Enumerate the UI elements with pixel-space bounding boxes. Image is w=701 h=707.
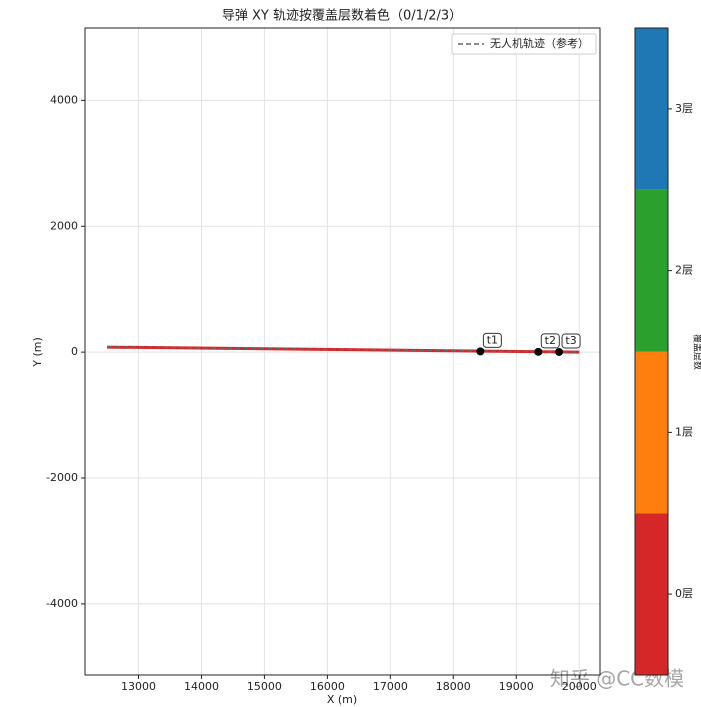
- annotation-box: [540, 333, 560, 349]
- colorbar-segment: [635, 351, 668, 514]
- x-tick-label: 15000: [247, 680, 282, 693]
- x-tick-label: 18000: [436, 680, 471, 693]
- time-point: [534, 347, 543, 356]
- colorbar-tick-label: 3层: [675, 102, 693, 115]
- y-tick-label: -2000: [46, 471, 78, 484]
- colorbar-tick-label: 2层: [675, 264, 693, 277]
- x-tick-label: 13000: [121, 680, 156, 693]
- annotation-box: [561, 333, 581, 349]
- legend-box: [451, 33, 597, 55]
- annotation: t1: [487, 333, 498, 346]
- annotation: t3: [565, 334, 576, 347]
- annotation: t2: [545, 334, 556, 347]
- x-axis-label: X (m): [327, 693, 357, 706]
- y-tick-label: 4000: [50, 93, 78, 106]
- y-tick-label: 0: [71, 345, 78, 358]
- colorbar-tick-label: 1层: [675, 425, 693, 438]
- x-tick-label: 16000: [310, 680, 345, 693]
- y-tick-label: -4000: [46, 597, 78, 610]
- colorbar-tick-label: 0层: [675, 587, 693, 600]
- colorbar-segment: [635, 189, 668, 352]
- annotation-box: [482, 332, 502, 348]
- x-tick-label: 20000: [562, 680, 597, 693]
- y-axis-label: Y (m): [31, 337, 44, 368]
- time-point: [476, 347, 485, 356]
- colorbar-segment: [635, 28, 668, 190]
- colorbar-label: 覆盖层数: [692, 334, 701, 370]
- legend-label: 无人机轨迹（参考）: [490, 36, 589, 50]
- drone-trajectory: [107, 346, 580, 353]
- y-tick-label: 2000: [50, 219, 78, 232]
- colorbar-segment: [635, 513, 668, 675]
- x-tick-label: 14000: [184, 680, 219, 693]
- plot-frame: [84, 27, 601, 676]
- x-tick-label: 17000: [373, 680, 408, 693]
- chart-title: 导弹 XY 轨迹按覆盖层数着色（0/1/2/3）: [222, 8, 462, 24]
- x-tick-label: 19000: [499, 680, 534, 693]
- colorbar-frame: [634, 27, 669, 676]
- time-point: [555, 347, 564, 356]
